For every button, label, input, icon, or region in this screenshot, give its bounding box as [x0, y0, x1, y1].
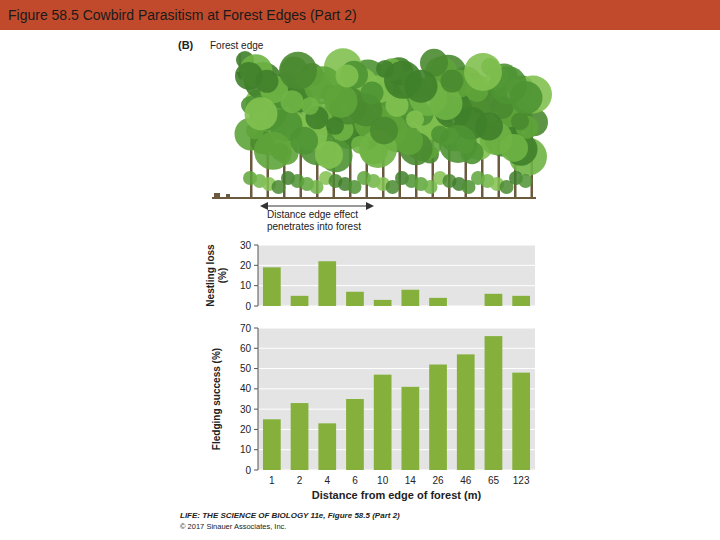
y-tick [254, 245, 258, 246]
bar [346, 399, 364, 470]
x-tick-label: 65 [488, 475, 500, 486]
bar [263, 419, 281, 470]
forest-illustration [212, 48, 552, 198]
y-tick [254, 429, 258, 430]
y-axis [258, 245, 259, 306]
header-bar [0, 0, 720, 30]
x-tick-label: 26 [432, 475, 444, 486]
bar [512, 373, 530, 470]
bar [457, 354, 475, 470]
credit-source: LIFE: THE SCIENCE OF BIOLOGY 11e, Figure… [180, 511, 400, 520]
credit-copyright: © 2017 Sinauer Associates, Inc. [180, 522, 286, 531]
y-tick-label: 10 [240, 444, 252, 455]
x-tick-label: 1 [269, 475, 275, 486]
bar [318, 423, 336, 470]
grid-line [258, 245, 535, 246]
y-tick-label: 10 [240, 280, 252, 291]
bar [291, 296, 309, 306]
bar [401, 290, 419, 306]
chart: 0 10 20 30 Nestling loss(%) [205, 240, 535, 312]
bar [512, 296, 530, 306]
bar [429, 365, 447, 470]
x-tick-label: 123 [513, 475, 530, 486]
bar [263, 267, 281, 306]
bar [374, 375, 392, 470]
y-tick-label: 20 [240, 424, 252, 435]
y-tick-label: 60 [240, 343, 252, 354]
bars [263, 261, 530, 306]
edge-effect-arrow [264, 206, 370, 207]
y-tick [254, 328, 258, 329]
plot-background [258, 328, 535, 470]
page: Figure 58.5 Cowbird Parasitism at Forest… [0, 0, 720, 540]
y-tick [254, 449, 258, 450]
x-tick-label: 10 [377, 475, 389, 486]
y-tick [254, 388, 258, 389]
x-tick-label: 4 [324, 475, 330, 486]
grid-line [258, 328, 535, 329]
bar [485, 294, 503, 306]
x-tick-label: 46 [460, 475, 472, 486]
y-axis [258, 328, 259, 470]
y-tick-label: 40 [240, 383, 252, 394]
header-title: Figure 58.5 Cowbird Parasitism at Forest… [8, 7, 357, 23]
bars [263, 336, 530, 470]
x-tick-label: 2 [297, 475, 303, 486]
edge-effect-text: Distance edge effectpenetrates into fore… [267, 209, 361, 232]
plot-background [258, 245, 535, 306]
y-tick [254, 470, 258, 471]
chart: 01020304050607012461014264665123Distance… [211, 323, 535, 502]
bar [401, 387, 419, 470]
y-tick [254, 265, 258, 266]
bar [346, 292, 364, 306]
bar [457, 306, 475, 307]
y-tick-label: 0 [245, 301, 251, 312]
y-axis-title: Fledging success (%) [211, 348, 222, 450]
y-tick-label: 20 [240, 260, 252, 271]
y-axis-title: Nestling loss(%) [205, 244, 228, 307]
y-tick-label: 30 [240, 240, 252, 251]
y-tick-label: 70 [240, 323, 252, 334]
y-tick-label: 50 [240, 363, 252, 374]
y-tick [254, 409, 258, 410]
y-tick-label: 30 [240, 404, 252, 415]
edge-label: Forest edge [210, 40, 264, 51]
x-tick-label: 6 [352, 475, 358, 486]
bar [374, 300, 392, 306]
bar [318, 261, 336, 306]
bar [429, 298, 447, 306]
y-tick [254, 285, 258, 286]
y-tick [254, 306, 258, 307]
bar [291, 403, 309, 470]
x-axis-title: Distance from edge of forest (m) [312, 489, 482, 501]
grid-line [258, 285, 535, 286]
y-tick [254, 348, 258, 349]
y-tick-label: 0 [245, 465, 251, 476]
x-tick-label: 14 [405, 475, 417, 486]
panel-letter: (B) [178, 39, 194, 51]
grid-line [258, 265, 535, 266]
y-tick [254, 368, 258, 369]
bar [485, 336, 503, 470]
